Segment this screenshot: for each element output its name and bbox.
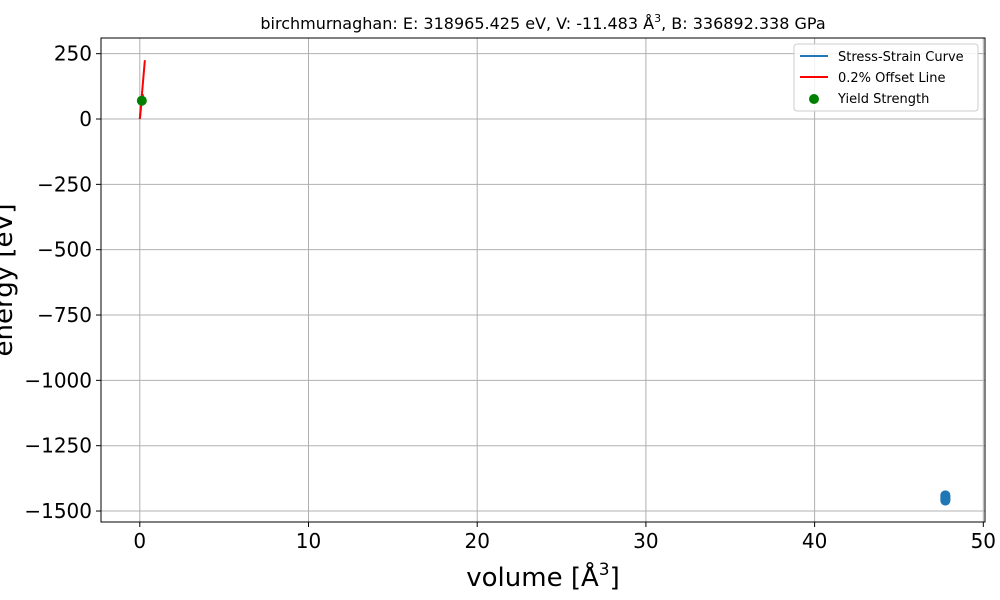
y-tick-label: −250 [37,172,92,196]
legend-box [793,43,979,112]
x-axis-label: volume [Å3] [466,560,620,593]
title-main: birchmurnaghan: E: 318965.425 eV, V: -11… [260,14,654,33]
x-tick-label: 10 [296,529,321,553]
xlabel-close: ] [610,563,620,593]
y-tick-label: −1500 [24,499,92,523]
y-tick-label: −750 [37,303,92,327]
title-superscript: 3 [654,12,661,25]
title-rest: , B: 336892.338 GPa [661,14,826,33]
xlabel-superscript: 3 [599,560,610,580]
x-tick-label: 0 [133,529,146,553]
x-tick-label: 40 [802,529,827,553]
legend: Stress-Strain Curve 0.2% Offset Line Yie… [793,43,979,112]
y-axis-ticks: 250 0 −250 −500 −750 −1000 −1250 −1500 [24,42,101,523]
series-layer [136,60,951,506]
y-tick-label: −1000 [24,368,92,392]
y-tick-label: 0 [79,107,92,131]
x-tick-label: 20 [464,529,489,553]
grid [101,38,985,522]
plot-area [100,37,986,523]
legend-label-offset: 0.2% Offset Line [838,71,945,86]
y-axis-label: energy [eV] [0,204,19,357]
x-tick-label: 50 [971,529,996,553]
y-tick-label: −500 [37,238,92,262]
legend-marker-yield [809,94,819,104]
xlabel-main: volume [Å [466,561,599,593]
plot-border [100,37,986,523]
data-point-2 [136,95,147,106]
legend-label-yield: Yield Strength [837,92,929,107]
data-point-3 [940,495,951,506]
series-line-1 [138,60,146,120]
legend-label-stress-strain: Stress-Strain Curve [838,50,964,65]
chart-title: birchmurnaghan: E: 318965.425 eV, V: -11… [260,12,825,33]
x-axis-ticks: 0 10 20 30 40 50 [133,522,996,553]
y-tick-label: 250 [54,42,92,66]
x-tick-label: 30 [633,529,658,553]
y-tick-label: −1250 [24,434,92,458]
